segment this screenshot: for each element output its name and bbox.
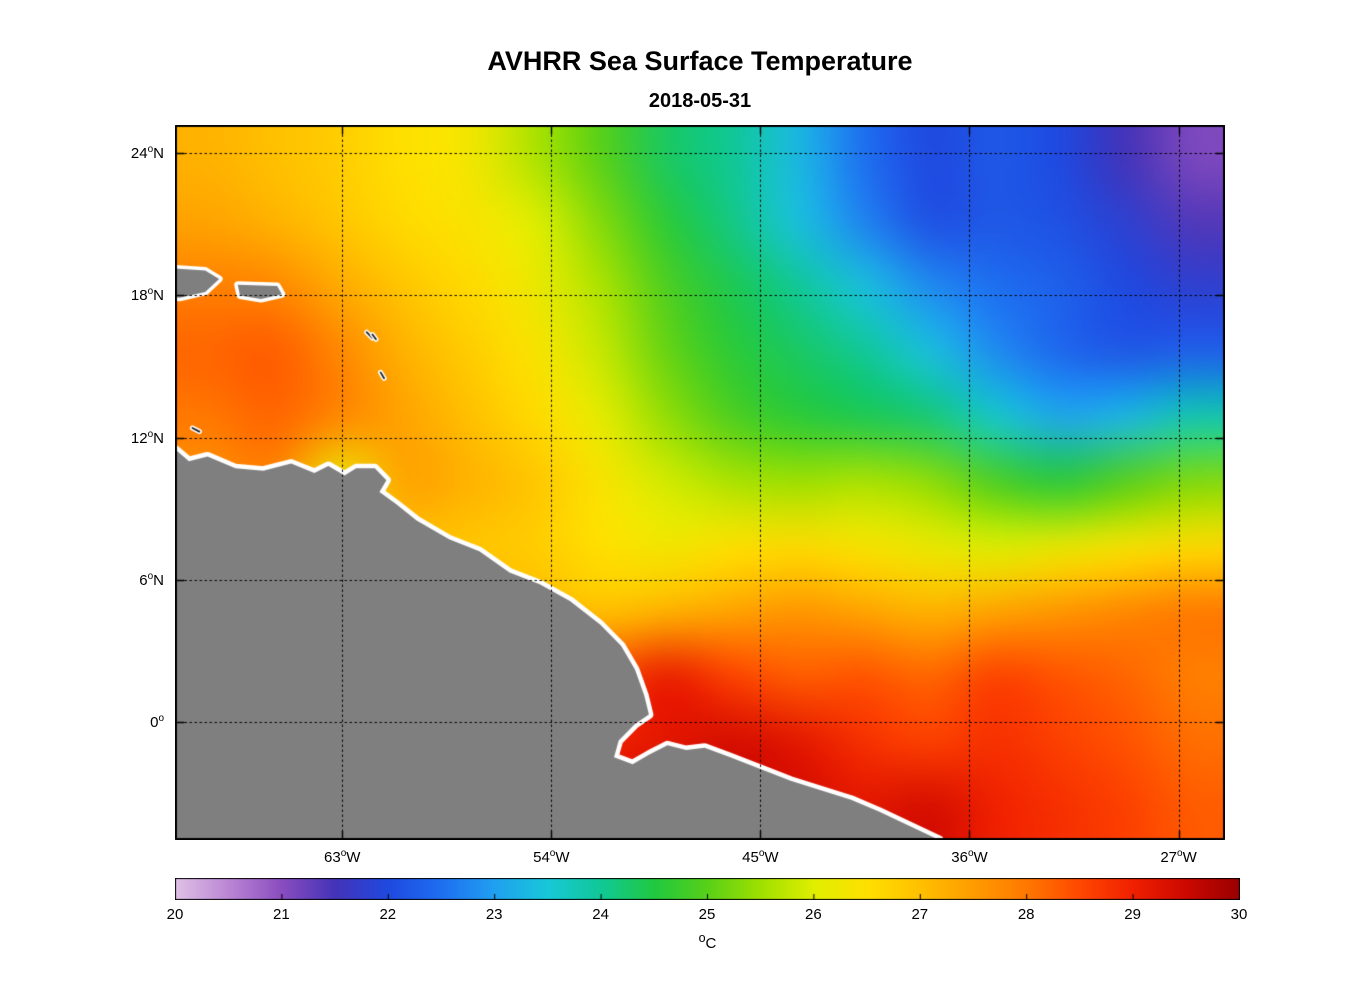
colorbar-canvas [175, 878, 1240, 900]
colorbar-tick-label: 25 [698, 906, 716, 923]
colorbar-tick-label: 29 [1124, 906, 1141, 923]
lon-tick-label: 54oW [533, 848, 570, 866]
sst-map-canvas [175, 125, 1225, 840]
degree-symbol: o [1177, 848, 1183, 859]
lat-tick-label: 0o [150, 712, 164, 731]
lat-tick-label: 6oN [139, 570, 164, 589]
degree-symbol: o [967, 848, 974, 859]
lon-tick-label: 27oW [1160, 848, 1197, 866]
degree-symbol: o [549, 848, 556, 859]
degree-symbol: o [147, 144, 154, 156]
degree-symbol: o [340, 848, 347, 859]
degree-symbol: o [158, 712, 164, 724]
degree-symbol: o [147, 428, 154, 440]
colorbar-tick-label: 23 [485, 906, 503, 923]
chart-subtitle: 2018-05-31 [648, 90, 752, 112]
colorbar-tick-label: 24 [592, 906, 609, 923]
lon-tick-label: 36oW [951, 848, 988, 866]
colorbar-tick-label: 28 [1017, 906, 1035, 923]
degree-symbol: o [698, 931, 706, 945]
lat-tick-label: 18oN [130, 286, 164, 305]
colorbar-tick-label: 21 [273, 906, 290, 923]
lon-tick-label: 45oW [742, 848, 779, 866]
lat-tick-label: 12oN [130, 428, 164, 447]
colorbar-tick-label: 26 [805, 906, 822, 923]
degree-symbol: o [147, 286, 154, 298]
colorbar-tick-label: 30 [1230, 906, 1248, 923]
lat-tick-label: 24oN [130, 144, 164, 163]
colorbar-tick-label: 27 [911, 906, 929, 923]
lon-tick-label: 63oW [324, 848, 361, 866]
colorbar-unit-label: oC [698, 931, 717, 952]
chart-title: AVHRR Sea Surface Temperature [487, 46, 913, 76]
colorbar-tick-label: 22 [379, 906, 397, 923]
degree-symbol: o [147, 570, 154, 582]
degree-symbol: o [758, 848, 765, 859]
colorbar-tick-label: 20 [166, 906, 184, 923]
